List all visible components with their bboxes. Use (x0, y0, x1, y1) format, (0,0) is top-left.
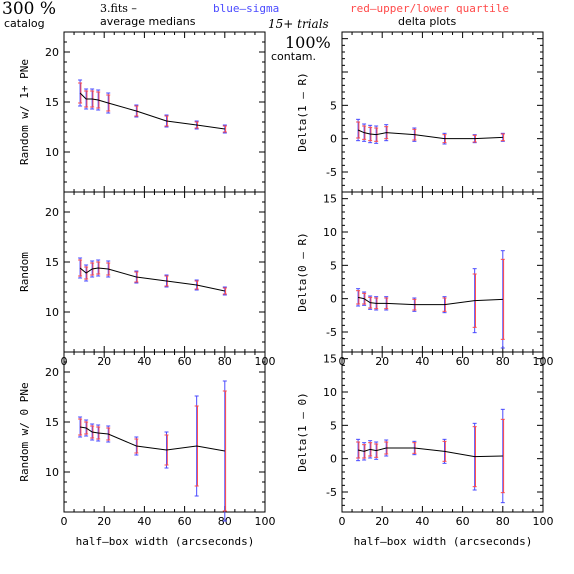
plot-frame (341, 31, 544, 193)
y-tick-label: 15 (45, 96, 59, 109)
y-tick-label: 5 (330, 419, 337, 432)
header-catalog-label: catalog (4, 17, 45, 30)
header-file-label: 3.fits – (100, 2, 137, 15)
plot-frame (341, 351, 544, 513)
header-scale-label: 300 % (2, 0, 56, 19)
y-axis-label: Delta(1 – 0) (296, 392, 309, 471)
x-tick-label: 20 (97, 355, 111, 368)
x-tick-label: 100 (533, 515, 554, 528)
x-tick-label: 60 (456, 515, 470, 528)
y-tick-label: 10 (45, 146, 59, 159)
y-axis-label: Random (18, 252, 31, 292)
median-line (79, 426, 225, 452)
x-axis-label-left: half–box width (arcseconds) (76, 535, 255, 548)
x-tick-label: 20 (375, 355, 389, 368)
x-tick-label: 0 (339, 515, 346, 528)
x-tick-label: 100 (255, 515, 276, 528)
y-tick-label: 0 (330, 293, 337, 306)
header-blue-label: blue–sigma (213, 2, 279, 15)
header-red-label: red–upper/lower quartile (350, 2, 509, 15)
x-tick-label: 40 (137, 355, 151, 368)
y-tick-label: 0 (330, 453, 337, 466)
y-tick-label: -5 (326, 326, 337, 339)
header-contam-percent: 100% (285, 33, 331, 52)
median-line (357, 129, 503, 140)
panel-left-bottom: 0 20 40 60 80 100 10 15 20 Random w/ 0 PNe (18, 351, 276, 528)
y-axis-label: Random w/ 0 PNe (18, 382, 31, 481)
panel-left-top: 10 15 20 Random w/ 1+ PNe (18, 31, 266, 193)
x-tick-label: 60 (456, 355, 470, 368)
median-line (357, 447, 503, 458)
y-tick-label: 0 (330, 133, 337, 146)
y-tick-label: 10 (323, 386, 337, 399)
panel-left-middle: 020406080100101520Random (18, 191, 276, 368)
plot-frame (63, 191, 266, 353)
y-tick-label: -5 (326, 166, 337, 179)
y-axis-label: Random w/ 1+ PNe (18, 59, 31, 165)
x-tick-label: 20 (97, 515, 111, 528)
y-tick-label: 5 (330, 259, 337, 272)
panels-group: 10 15 20 Random w/ 1+ PNe -5 0 5 Delta(1 – R) 0 2… (18, 31, 554, 528)
y-tick-label: -5 (326, 486, 337, 499)
x-tick-label: 40 (415, 355, 429, 368)
panel-right-top: -5 0 5 Delta(1 – R) (296, 31, 544, 193)
header-contam-label: contam. (271, 50, 316, 63)
y-tick-label: 10 (323, 226, 337, 239)
x-tick-label: 80 (496, 355, 510, 368)
y-tick-label: 15 (323, 353, 337, 366)
x-tick-label: 40 (415, 515, 429, 528)
y-tick-label: 10 (45, 466, 59, 479)
y-tick-label: 20 (45, 206, 59, 219)
plot-frame (341, 191, 544, 353)
panel-right-bottom: 0 20 40 60 80 100 -5 0 5 10 15 Delta(1 – 0) (296, 351, 554, 528)
header-trials-label: 15+ trials (268, 17, 329, 31)
plot-frame (63, 31, 266, 193)
x-tick-label: 60 (178, 355, 192, 368)
x-tick-label: 40 (137, 515, 151, 528)
x-tick-label: 0 (61, 515, 68, 528)
y-tick-label: 15 (45, 256, 59, 269)
y-tick-label: 20 (45, 46, 59, 59)
header-subtitle: average medians (100, 15, 196, 28)
y-tick-label: 10 (45, 306, 59, 319)
y-axis-label: Delta(1 – R) (296, 72, 309, 151)
x-tick-label: 80 (218, 355, 232, 368)
median-line (79, 267, 225, 292)
x-tick-label: 80 (496, 515, 510, 528)
x-tick-label: 60 (178, 515, 192, 528)
median-line (357, 296, 503, 306)
y-axis-label: Delta(0 – R) (296, 232, 309, 311)
y-tick-label: 15 (45, 416, 59, 429)
x-axis-label-right: half–box width (arcseconds) (354, 535, 533, 548)
x-tick-label: 20 (375, 515, 389, 528)
header-delta-title: delta plots (398, 15, 456, 28)
y-tick-label: 20 (45, 366, 59, 379)
y-tick-label: 5 (330, 99, 337, 112)
median-line (79, 92, 225, 130)
y-tick-label: 15 (323, 193, 337, 206)
